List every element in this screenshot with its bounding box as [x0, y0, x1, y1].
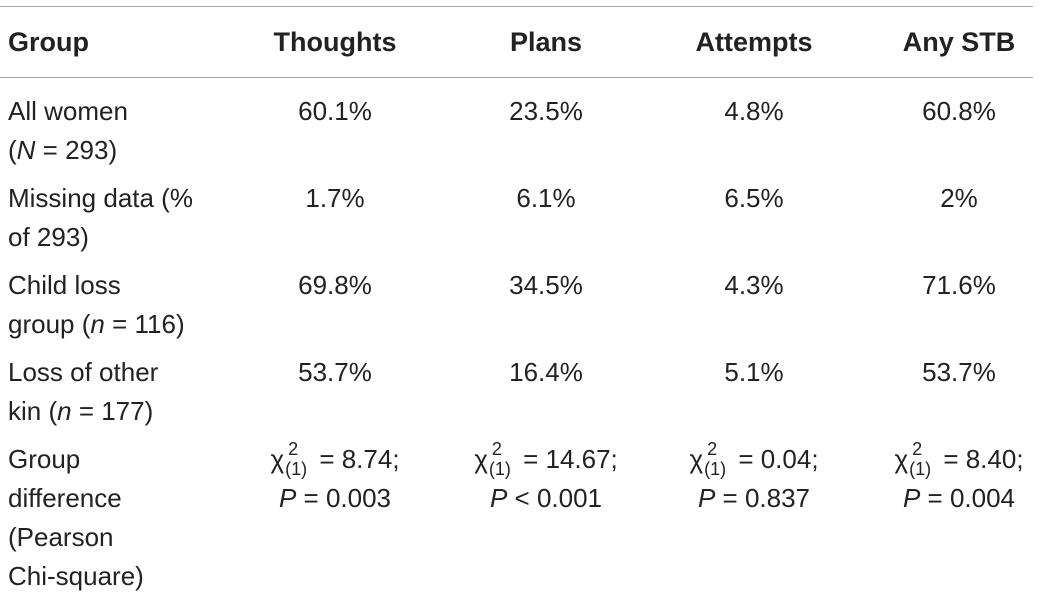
table-top-rule [0, 6, 1033, 7]
chi-symbol: χ [270, 444, 285, 474]
header-attempts: Attempts [695, 27, 813, 57]
row-label-text: = 116) [104, 309, 185, 339]
chi-value: = 14.67; [515, 444, 618, 474]
cell-plans: 34.5% [509, 270, 583, 300]
cell-plans: 23.5% [509, 96, 583, 126]
header-any-stb: Any STB [902, 27, 1016, 57]
chi-indices: 2 (1) [488, 439, 513, 480]
cell-plans-test: χ 2 (1) = 14.67; P < 0.001 [474, 439, 618, 518]
cell-thoughts: 53.7% [298, 357, 372, 387]
cell-attempts: 6.5% [724, 183, 784, 213]
cell-thoughts: 69.8% [298, 270, 372, 300]
chi-symbol: χ [689, 444, 704, 474]
p-symbol: P [697, 483, 716, 514]
row-label: Missing data (% of 293) [8, 179, 193, 257]
cell-thoughts: 1.7% [305, 183, 365, 213]
chi-superscript: 2 [707, 439, 718, 460]
row-label-text: = 293) [35, 135, 118, 165]
row-label-line: Loss of other [8, 357, 159, 387]
cell-any-stb-test: χ 2 (1) = 8.40; P = 0.004 [894, 439, 1024, 518]
chi-value: = 8.74; [312, 444, 400, 474]
header-rule [0, 77, 1033, 78]
chi-square-line: χ 2 (1) = 8.74; [270, 439, 400, 480]
header-plans: Plans [509, 27, 583, 57]
cell-any-stb: 60.8% [922, 96, 996, 126]
row-label-variable: n [57, 396, 72, 426]
cell-plans: 6.1% [516, 183, 576, 213]
cell-any-stb: 2% [940, 183, 978, 213]
chi-superscript: 2 [288, 439, 299, 460]
row-label-line: of 293) [8, 222, 89, 252]
cell-attempts: 4.8% [724, 96, 784, 126]
row-label-line: (N = 293) [8, 131, 128, 170]
row-label: Loss of other kin (n = 177) [8, 353, 158, 431]
p-value-line: P = 0.004 [894, 479, 1023, 518]
row-label-variable: N [16, 135, 36, 165]
p-value-line: P = 0.837 [689, 479, 818, 518]
row-label-line: difference [8, 483, 122, 513]
chi-symbol: χ [894, 444, 909, 474]
row-label-line: group (n = 116) [8, 305, 185, 344]
chi-subscript: (1) [488, 459, 511, 480]
p-value: = 0.837 [715, 483, 811, 514]
chi-indices: 2 (1) [285, 439, 309, 480]
p-value: < 0.001 [507, 483, 603, 514]
header-group: Group [8, 27, 89, 57]
cell-thoughts-test: χ 2 (1) = 8.74; P = 0.003 [270, 439, 400, 518]
row-label-text: ( [8, 135, 17, 165]
p-symbol: P [278, 483, 297, 514]
p-value: = 0.004 [920, 483, 1016, 514]
chi-indices: 2 (1) [704, 439, 728, 480]
chi-superscript: 2 [912, 439, 923, 460]
chi-subscript: (1) [285, 459, 308, 480]
row-label-line: Missing data (% [8, 183, 193, 213]
chi-value: = 8.40; [936, 444, 1024, 474]
row-label-line: kin (n = 177) [8, 392, 158, 431]
row-label-line: Group [8, 444, 81, 474]
p-value-line: P < 0.001 [474, 479, 618, 518]
chi-square-line: χ 2 (1) = 14.67; [474, 439, 618, 480]
cell-plans: 16.4% [509, 357, 583, 387]
row-label-text: = 177) [71, 396, 154, 426]
chi-subscript: (1) [909, 459, 932, 480]
cell-attempts: 4.3% [724, 270, 784, 300]
p-symbol: P [902, 483, 921, 514]
p-value: = 0.003 [296, 483, 392, 514]
row-label-variable: n [90, 309, 105, 339]
p-value-line: P = 0.003 [270, 479, 399, 518]
row-label-line: Child loss [8, 270, 121, 300]
chi-value: = 0.04; [731, 444, 819, 474]
chi-square-line: χ 2 (1) = 8.40; [894, 439, 1024, 480]
row-label-line: All women [8, 96, 128, 126]
cell-attempts: 5.1% [724, 357, 784, 387]
cell-any-stb: 71.6% [922, 270, 996, 300]
row-label: Child loss group (n = 116) [8, 266, 185, 344]
row-label-text: group ( [8, 309, 91, 339]
chi-square-line: χ 2 (1) = 0.04; [689, 439, 819, 480]
chi-superscript: 2 [491, 439, 502, 460]
row-label: Group difference (Pearson Chi-square) [8, 440, 144, 596]
cell-thoughts: 60.1% [298, 96, 372, 126]
row-label-text: kin ( [8, 396, 58, 426]
row-label: All women (N = 293) [8, 92, 128, 170]
chi-subscript: (1) [704, 459, 727, 480]
header-thoughts: Thoughts [273, 27, 397, 57]
chi-indices: 2 (1) [909, 439, 933, 480]
p-symbol: P [489, 483, 508, 514]
cell-any-stb: 53.7% [922, 357, 996, 387]
cell-attempts-test: χ 2 (1) = 0.04; P = 0.837 [689, 439, 819, 518]
chi-symbol: χ [474, 444, 488, 474]
row-label-line: (Pearson [8, 522, 114, 552]
row-label-line: Chi-square) [8, 561, 144, 591]
